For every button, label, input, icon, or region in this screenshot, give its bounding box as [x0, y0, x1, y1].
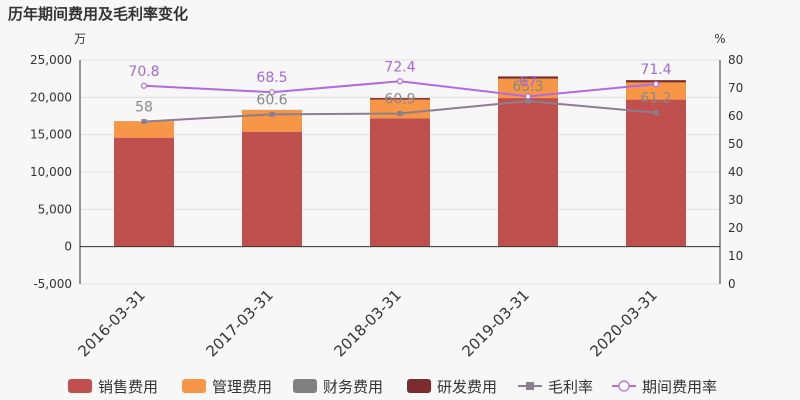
- bar-segment: [114, 121, 174, 138]
- bar-segment: [498, 98, 558, 247]
- bar-segment: [498, 76, 558, 79]
- line-marker: [524, 93, 532, 100]
- y2-tick-label: 70: [728, 81, 743, 95]
- bar-segment: [114, 137, 174, 247]
- y2-tick-label: 20: [728, 221, 743, 235]
- data-label: 65.3: [512, 79, 543, 95]
- legend-label: 期间费用率: [642, 378, 717, 396]
- bar-segment: [626, 82, 686, 100]
- x-tick-label: 2016-03-31: [74, 286, 148, 360]
- y2-tick-label: 30: [728, 193, 743, 207]
- y2-tick-label: 10: [728, 249, 743, 263]
- legend-label: 销售费用: [98, 378, 158, 396]
- bar-segment: [242, 131, 302, 247]
- bar-segment: [370, 118, 430, 247]
- data-label: 58: [135, 100, 153, 116]
- legend-label: 研发费用: [437, 378, 497, 396]
- data-label: 60.9: [384, 91, 415, 107]
- data-label: 61.2: [640, 91, 671, 107]
- y-tick-label: 15,000: [30, 128, 72, 142]
- legend-swatch: [293, 379, 317, 393]
- y2-tick-label: 40: [728, 165, 743, 179]
- legend-marker: [618, 380, 630, 392]
- line-marker: [653, 110, 659, 116]
- line-layer: [140, 78, 660, 125]
- bar-segment: [370, 98, 430, 100]
- y-tick-label: 0: [64, 240, 72, 254]
- legend-layer: 销售费用 管理费用 财务费用 研发费用 毛利率 期间费用率: [68, 378, 717, 396]
- data-label: 71.4: [640, 62, 671, 78]
- y-tick-label: 5,000: [38, 202, 72, 216]
- data-label: 67: [519, 74, 537, 90]
- legend-swatch: [182, 379, 206, 393]
- chart-title: 历年期间费用及毛利率变化: [8, 5, 189, 23]
- y2-axis-unit: %: [714, 32, 725, 46]
- line-marker: [652, 80, 660, 88]
- line-marker: [268, 89, 276, 96]
- legend-marker: [526, 382, 534, 390]
- line-marker: [396, 78, 404, 85]
- y-axis-unit: 万: [74, 32, 86, 46]
- x-tick-label: 2019-03-31: [458, 286, 532, 360]
- y-tick-label: 25,000: [30, 53, 72, 67]
- legend-label: 管理费用: [212, 378, 272, 396]
- line-marker: [269, 111, 275, 117]
- y2-tick-label: 60: [728, 109, 743, 123]
- x-tick-label: 2018-03-31: [330, 286, 404, 360]
- y2-tick-label: 50: [728, 137, 743, 151]
- y-tick-label: 10,000: [30, 165, 72, 179]
- line-marker: [525, 98, 531, 104]
- y-tick-label: -5,000: [33, 277, 72, 291]
- data-label: 72.4: [384, 59, 415, 75]
- legend-label: 毛利率: [548, 378, 593, 396]
- data-label: 70.8: [128, 64, 159, 80]
- bar-segment: [626, 99, 686, 247]
- line-marker: [140, 82, 148, 89]
- x-tick-label: 2020-03-31: [586, 286, 660, 360]
- data-label: 60.6: [256, 92, 287, 108]
- legend-swatch: [68, 379, 92, 393]
- bar-segment: [498, 78, 558, 99]
- legend-swatch: [407, 379, 431, 393]
- y2-tick-label: 80: [728, 53, 743, 67]
- x-tick-label: 2017-03-31: [202, 286, 276, 360]
- data-label: 68.5: [256, 70, 287, 86]
- legend-label: 财务费用: [323, 378, 383, 396]
- line-marker: [397, 110, 403, 116]
- y-tick-label: 20,000: [30, 90, 72, 104]
- label-layer: 58 60.6 60.9 65.3 61.2 70.8 68.5 72.4 67 71.4: [128, 59, 671, 115]
- line-marker: [141, 119, 147, 125]
- y2-tick-label: 0: [728, 277, 736, 291]
